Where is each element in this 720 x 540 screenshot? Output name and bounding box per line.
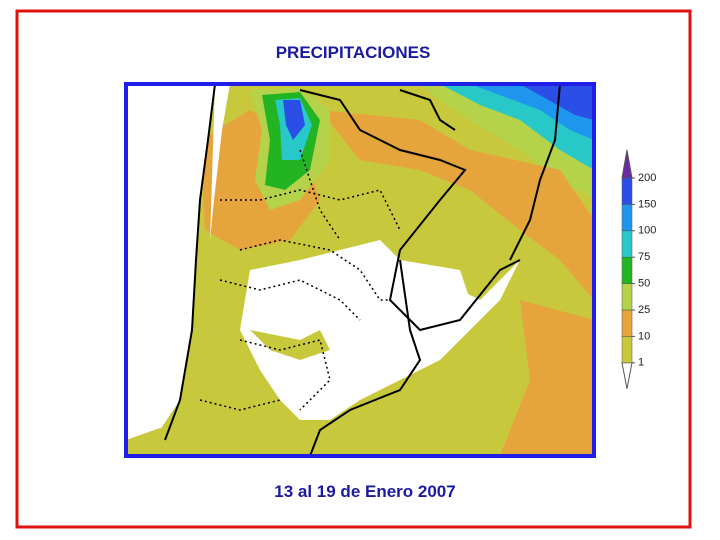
colorbar-segment: [621, 177, 633, 205]
colorbar-segment: [621, 283, 633, 311]
colorbar-tick-label: 50: [638, 278, 650, 290]
map-frame: [124, 82, 596, 458]
colorbar-segment: [621, 336, 633, 364]
map-title: PRECIPITACIONES: [276, 43, 431, 62]
colorbar-tick-label: 10: [638, 330, 650, 342]
colorbar-segment: [621, 204, 633, 232]
colorbar-segment: [621, 256, 633, 284]
colorbar-segment: [621, 309, 633, 337]
colorbar-tick-label: 1: [638, 357, 644, 369]
colorbar-tick-label: 75: [638, 251, 650, 263]
colorbar: 1 10 25 50 75 100 150 200: [621, 149, 656, 389]
colorbar-low-triangle: [621, 362, 633, 389]
precipitation-map: [126, 84, 594, 456]
colorbar-tick-label: 25: [638, 304, 650, 316]
colorbar-segment: [621, 230, 633, 258]
colorbar-tick-label: 100: [638, 225, 656, 237]
colorbar-tick-label: 200: [638, 172, 656, 184]
colorbar-high-triangle: [621, 149, 633, 179]
colorbar-tick-label: 150: [638, 198, 656, 210]
outer-frame: [15, 9, 692, 529]
map-caption: 13 al 19 de Enero 2007: [274, 482, 455, 501]
